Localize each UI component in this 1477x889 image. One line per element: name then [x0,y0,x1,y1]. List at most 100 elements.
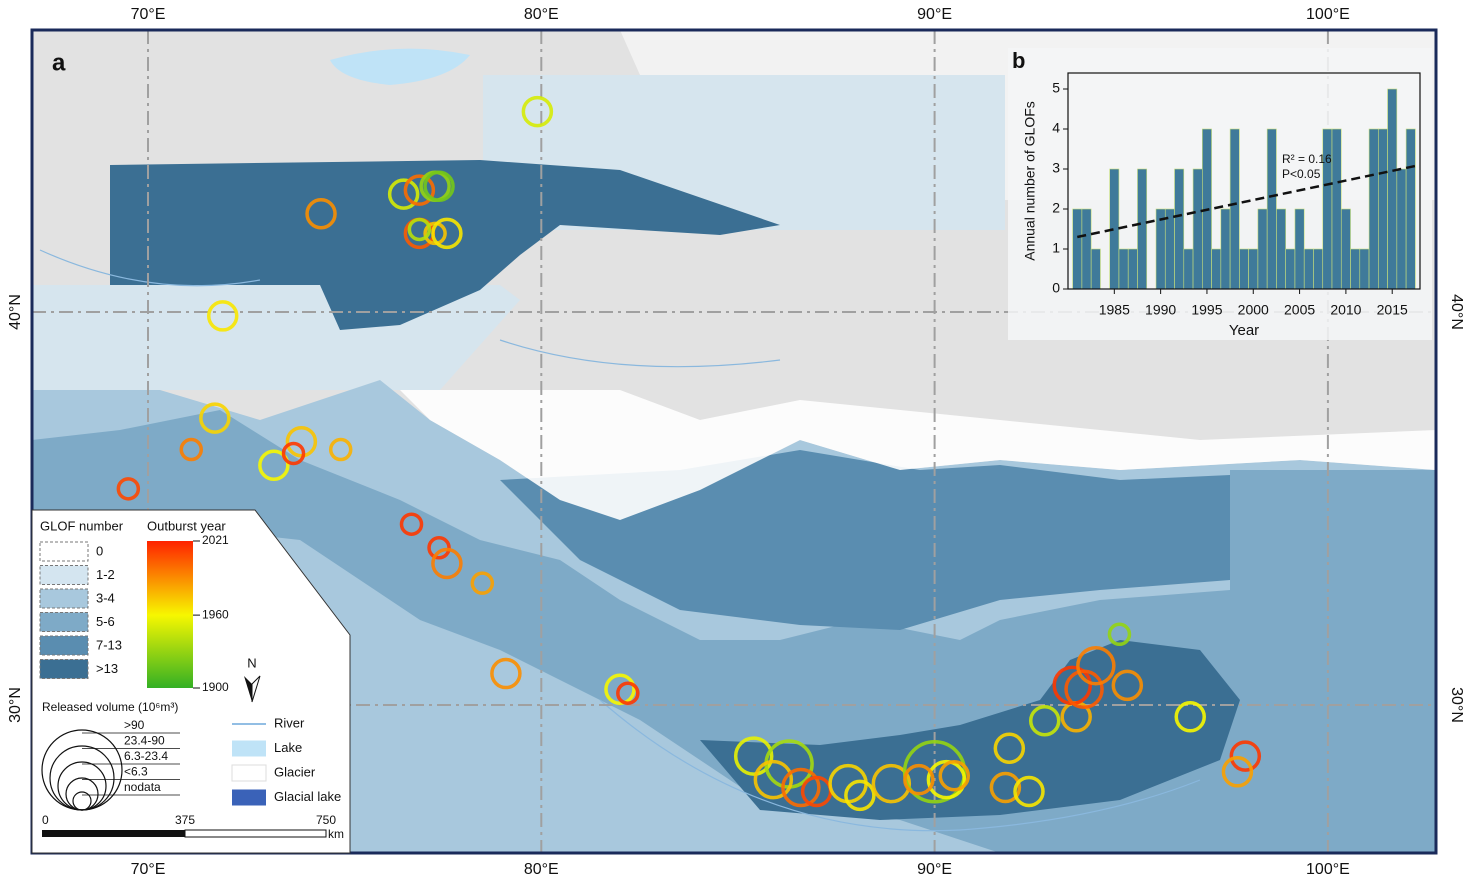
glof [1107,622,1132,647]
y-axis-label: Annual number of GLOFs [1022,101,1038,261]
bar [1350,248,1361,290]
lon-label: 100°E [1306,6,1350,23]
glof [616,681,640,705]
region [110,160,780,330]
north-arrow [244,676,252,702]
size-label: nodata [124,780,161,794]
glof [926,759,967,800]
bar [1303,248,1314,290]
legend: GLOF number 0 1-2 3-4 5-6 7-13 >13 Outburst yea… [31,509,351,854]
size-label: 23.4-90 [124,734,165,748]
glof [1028,704,1061,737]
glof [902,740,967,804]
glof [281,441,306,466]
glof [871,763,912,804]
legend-title: Outburst year [147,518,226,533]
bar [1072,208,1083,290]
legend-swatch [231,764,267,782]
lon-label: 90°E [917,861,952,878]
annotation: R² = 0.16 [1282,152,1332,166]
glof [427,536,451,560]
y-tick-label: 3 [1052,160,1060,176]
bar [1331,128,1342,290]
glof [989,771,1022,804]
legend-swatch [39,635,89,656]
lon-label: 80°E [524,861,559,878]
glof [903,763,935,796]
annotation: P<0.05 [1282,167,1321,181]
lon-label: 70°E [131,6,166,23]
bar [1285,248,1296,290]
bar [1257,208,1268,290]
region [700,640,1240,820]
glacier [400,390,1436,520]
glof [407,217,432,242]
colorbar-label: 1900 [202,680,229,694]
legend-label: 1-2 [96,567,115,582]
legend-swatch [39,565,89,585]
bar [1368,128,1379,290]
size-legend [72,791,92,811]
legend-label: 3-4 [96,590,115,605]
north-arrow [251,675,261,703]
x-tick-label: 2000 [1238,302,1269,318]
bar [1174,168,1185,290]
inset-chart: b 0 1 2 3 4 5 1985 1990 1995 2000 2005 2010 2015 Year… [1008,48,1432,340]
bar [1276,208,1286,290]
bar [1405,128,1416,290]
bar [1266,128,1277,290]
lon-label: 80°E [524,6,559,23]
glof [1076,645,1116,686]
glof [258,449,290,482]
glof [199,402,231,434]
glof [1064,669,1104,710]
glof [285,425,318,458]
glof [431,217,463,250]
scale-label: 750 [316,813,336,827]
legend-swatch [39,659,89,679]
colorbar-label: 1960 [202,607,229,621]
glof [1111,669,1144,702]
glof [844,779,876,812]
scale-bar [42,830,185,837]
x-tick-label: 2015 [1377,302,1408,318]
glof [521,95,554,128]
y-tick-label: 2 [1052,200,1060,216]
bar [1137,168,1148,290]
glof [1229,740,1262,772]
glof [1013,775,1045,808]
bar [1081,208,1092,290]
bar [1239,248,1249,290]
glof [423,170,455,202]
bar [1229,128,1240,290]
glof [1221,756,1254,788]
glof [781,767,821,808]
glof [328,437,353,462]
glof [470,571,495,595]
glof [490,657,522,690]
bar [1155,208,1166,290]
north-label: N [247,655,256,670]
glof-markers [116,95,1262,812]
glof [753,759,794,800]
y-tick-label: 4 [1052,120,1060,136]
bar [1378,128,1388,290]
legend-swatch [39,588,89,609]
glof [1174,701,1206,733]
lake [330,48,470,85]
glof [206,300,239,332]
x-tick-label: 2010 [1330,302,1361,318]
legend-label: Glacier [274,764,316,779]
legend-label: Glacial lake [274,789,341,804]
glof [938,759,971,792]
glof [387,178,420,210]
glof [305,198,337,230]
bar [1359,248,1370,290]
legend-swatch [232,789,266,806]
colorbar-label: 2021 [202,533,229,547]
x-tick-label: 2005 [1284,302,1315,318]
x-tick-label: 1990 [1145,302,1176,318]
scale-label: 0 [42,813,49,827]
scale-bar [184,829,327,838]
panel-label: b [1012,48,1025,73]
